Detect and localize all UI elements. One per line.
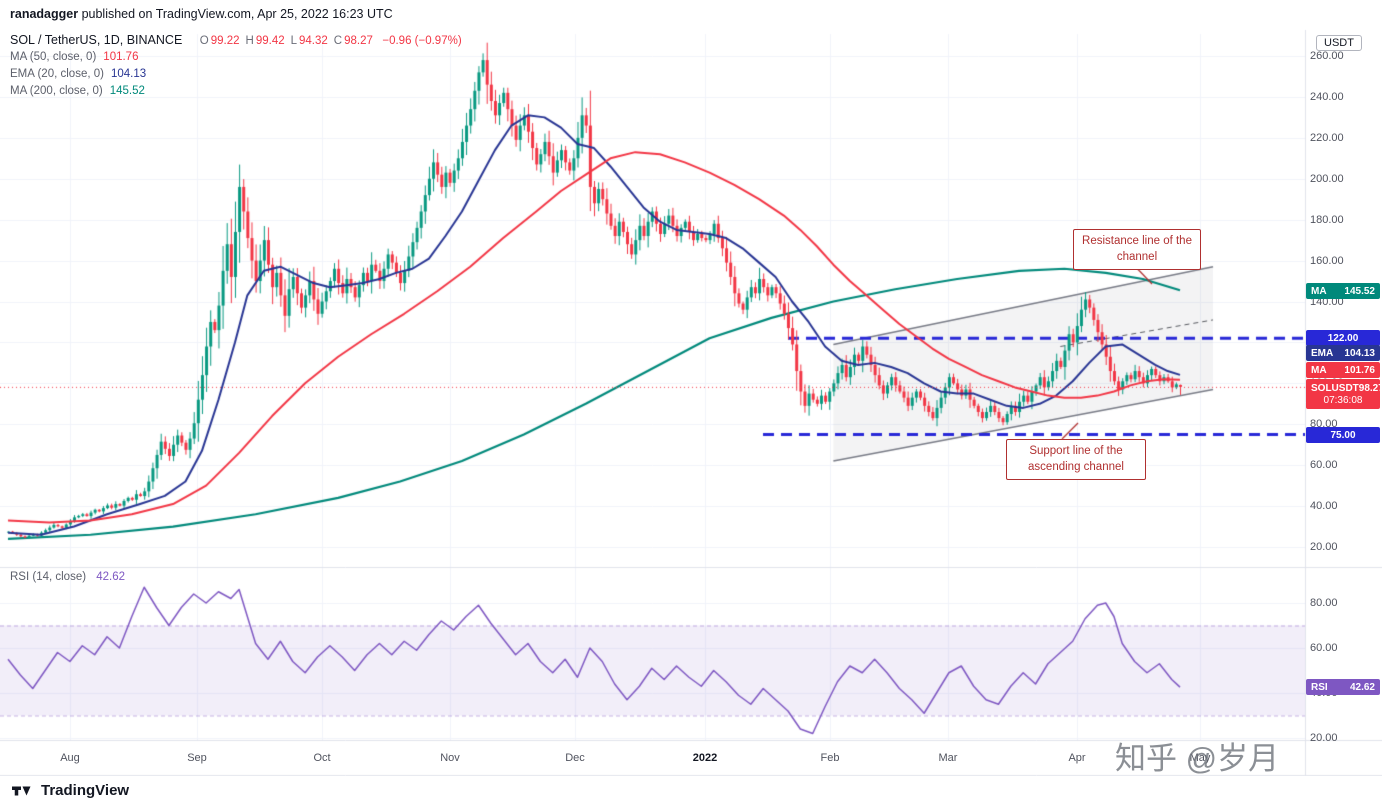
indicator-legend: MA (50, close, 0) 101.76 EMA (20, close, 0… <box>10 51 462 102</box>
time-axis-label: Sep <box>187 752 207 764</box>
publish-info: ranadagger published on TradingView.com,… <box>10 7 393 21</box>
rsi-axis-label: 60.00 <box>1310 642 1338 654</box>
indicator-value: 101.76 <box>103 51 139 63</box>
rsi-legend-label: RSI (14, close) <box>10 571 87 583</box>
tag-label: EMA <box>1311 347 1334 359</box>
rsi-axis-label: 20.00 <box>1310 732 1338 744</box>
tag-value: 98.27 <box>1358 382 1382 394</box>
ohlc-value: 94.32 <box>299 35 328 47</box>
last-price-tag[interactable]: SOLUSDT 98.27 07:36:08 <box>1306 379 1382 409</box>
tag-label: MA <box>1311 364 1327 376</box>
time-axis-label: Apr <box>1068 752 1086 764</box>
indicator-label: MA (200, close, 0) <box>10 85 103 97</box>
price-axis-label: 260.00 <box>1310 50 1344 62</box>
rsi-legend[interactable]: RSI (14, close) 42.62 <box>10 571 125 583</box>
ohlc-value: 99.22 <box>210 35 240 47</box>
indicator-label: EMA (20, close, 0) <box>10 68 104 80</box>
time-axis-label: Nov <box>440 752 460 764</box>
currency-label[interactable]: USDT <box>1316 35 1362 51</box>
brand-name: TradingView <box>41 782 130 799</box>
ohlc-key: C <box>333 35 343 47</box>
ohlc-values: O 99.22 H 99.42 L 94.32 C 98.27 <box>194 33 373 47</box>
tag-value: 145.52 <box>1344 285 1375 297</box>
price-axis-label: 180.00 <box>1310 213 1344 226</box>
tag-value: 42.62 <box>1349 681 1375 693</box>
rsi-legend-value: 42.62 <box>96 571 126 583</box>
tradingview-logo-icon <box>12 786 31 795</box>
level-122-tag[interactable]: 122.00 <box>1306 330 1380 346</box>
tag-value: 101.76 <box>1344 364 1375 376</box>
chart-legend[interactable]: SOL / TetherUS, 1D, BINANCE O 99.22 H 99.42… <box>10 33 462 102</box>
countdown-timer: 07:36:08 <box>1323 394 1363 406</box>
indicator-row[interactable]: EMA (20, close, 0) 104.13 <box>10 68 462 85</box>
support-annotation[interactable]: Support line of the ascending channel <box>1006 439 1146 481</box>
indicator-value: 104.13 <box>110 68 147 80</box>
indicator-row[interactable]: MA (200, close, 0) 145.52 <box>10 85 462 102</box>
time-axis-label: Oct <box>313 752 331 764</box>
indicator-value: 145.52 <box>109 85 145 97</box>
indicator-row[interactable]: MA (50, close, 0) 101.76 <box>10 51 462 68</box>
ma50-tag[interactable]: MA 101.76 <box>1306 362 1380 378</box>
price-axis-label: 200.00 <box>1310 172 1344 185</box>
price-axis-label: 60.00 <box>1310 459 1338 472</box>
tag-label: SOLUSDT <box>1311 382 1359 394</box>
level-75-tag[interactable]: 75.00 <box>1306 427 1380 443</box>
tag-label: RSI <box>1311 681 1328 693</box>
ma200-tag[interactable]: MA 145.52 <box>1306 283 1380 299</box>
time-axis-label: Mar <box>938 752 958 764</box>
symbol-title[interactable]: SOL / TetherUS, 1D, BINANCE <box>10 33 183 47</box>
ema20-tag[interactable]: EMA 104.13 <box>1306 345 1380 361</box>
time-axis-label: 2022 <box>692 752 718 764</box>
rsi-tag[interactable]: RSI 42.62 <box>1306 679 1380 695</box>
time-axis-label: Aug <box>60 752 80 764</box>
publish-text: published on TradingView.com, Apr 25, 20… <box>78 7 393 21</box>
rsi-axis-label: 80.00 <box>1310 597 1338 609</box>
tag-value: 104.13 <box>1344 347 1375 359</box>
price-axis-label: 160.00 <box>1310 254 1344 267</box>
price-axis-label: 40.00 <box>1310 500 1338 513</box>
indicator-label: MA (50, close, 0) <box>10 51 97 63</box>
price-axis-label: 20.00 <box>1310 541 1338 553</box>
ohlc-value: 99.42 <box>255 35 285 47</box>
change-value: −0.96 (−0.97%) <box>382 35 462 47</box>
ohlc-key: H <box>245 35 254 47</box>
tag-label: MA <box>1311 285 1327 297</box>
resistance-annotation[interactable]: Resistance line of the channel <box>1073 229 1201 271</box>
time-axis-label: May <box>1189 752 1211 764</box>
watermark: 知乎 @岁月 <box>1115 741 1280 776</box>
time-axis-label: Dec <box>565 752 585 764</box>
symbol-row[interactable]: SOL / TetherUS, 1D, BINANCE O 99.22 H 99.42… <box>10 33 462 51</box>
tradingview-brand[interactable]: TradingView <box>12 782 129 799</box>
ohlc-key: L <box>290 35 298 47</box>
footer-bar: TradingView <box>0 776 1382 810</box>
price-axis-label: 220.00 <box>1310 131 1344 144</box>
ohlc-key: O <box>199 35 209 47</box>
author-name: ranadagger <box>10 7 79 21</box>
price-axis-label: 240.00 <box>1310 90 1344 103</box>
ohlc-value: 98.27 <box>344 35 373 47</box>
time-axis-label: Feb <box>820 752 840 764</box>
